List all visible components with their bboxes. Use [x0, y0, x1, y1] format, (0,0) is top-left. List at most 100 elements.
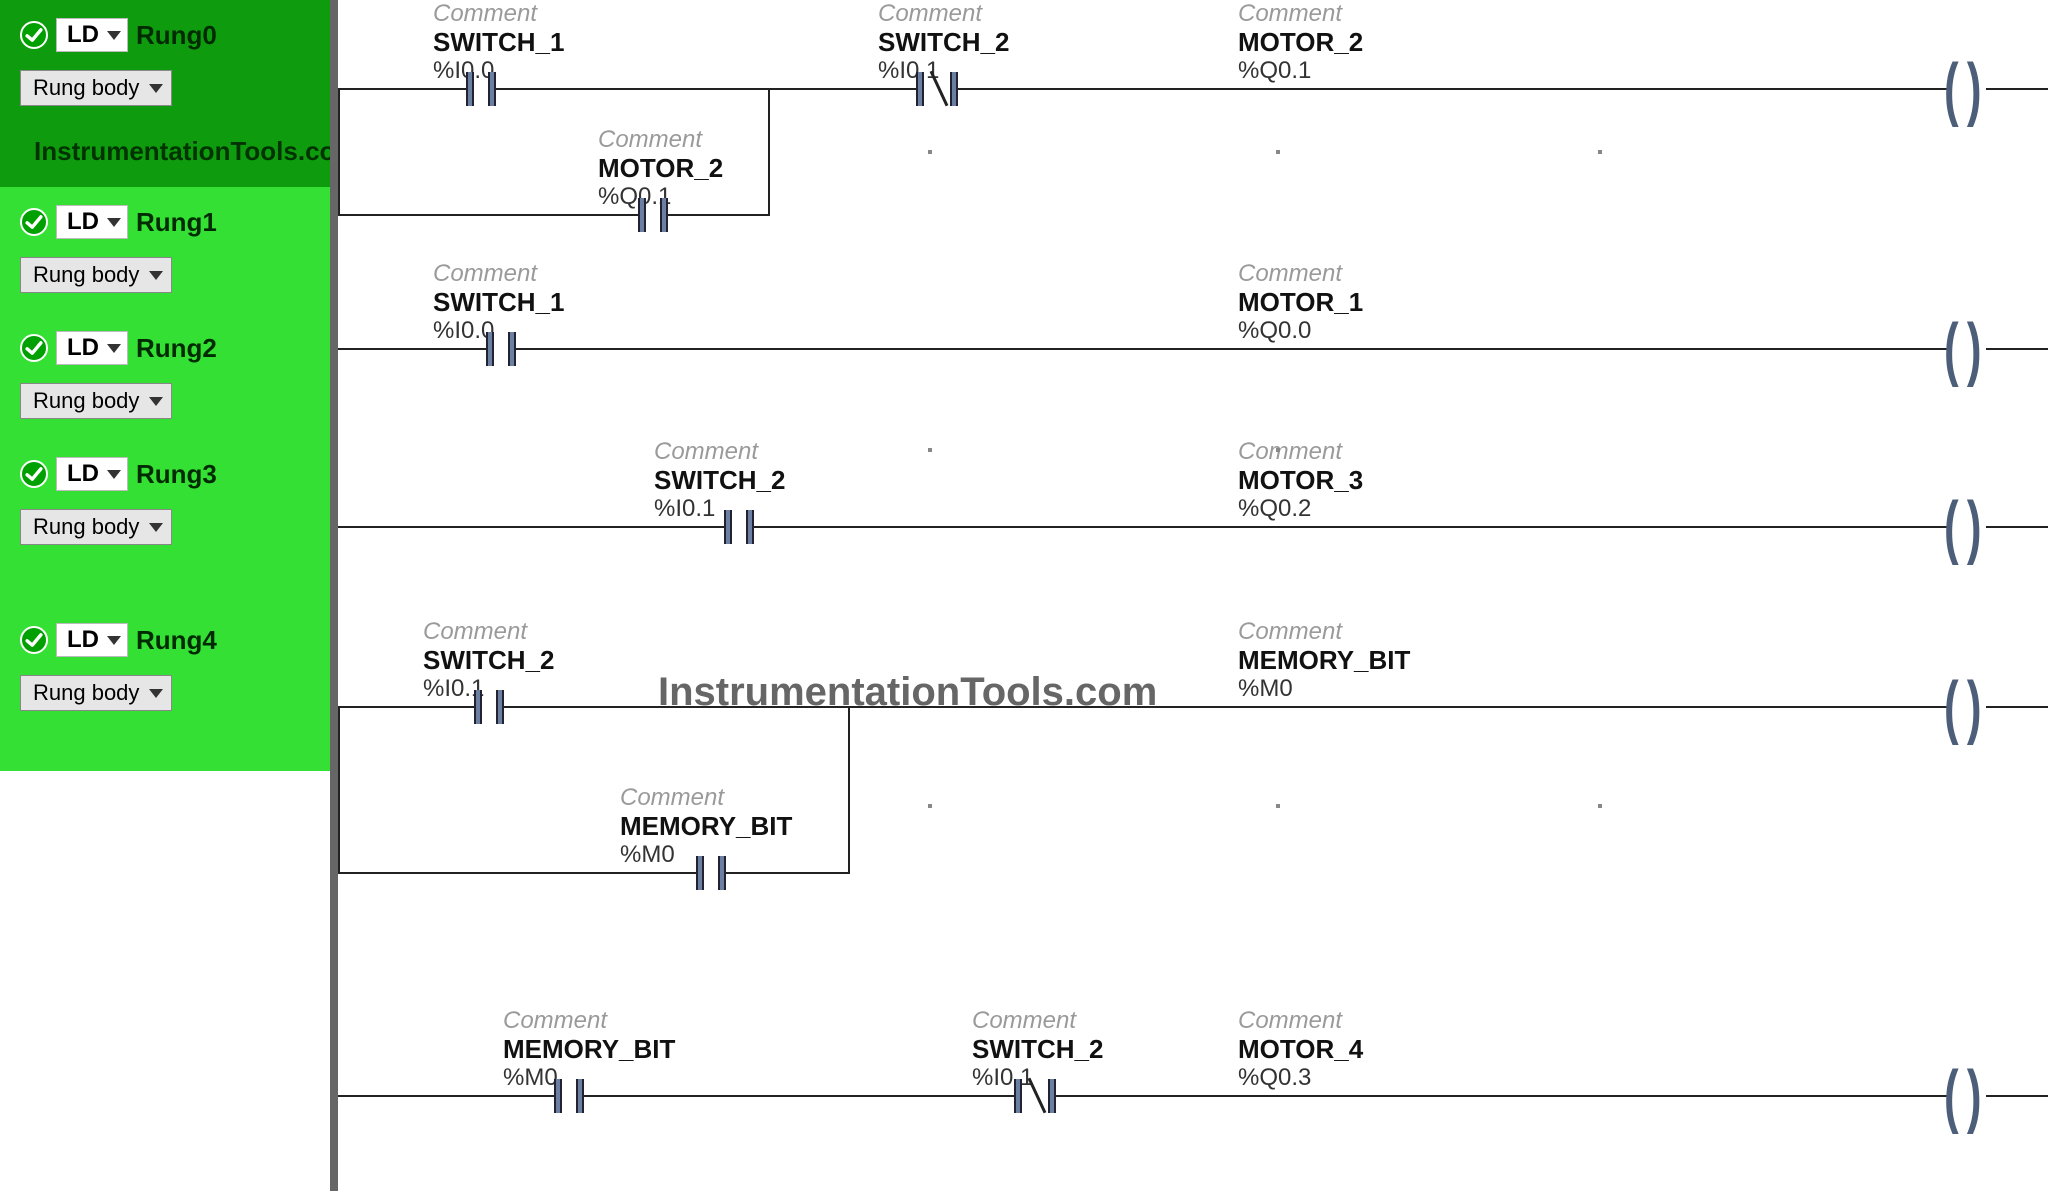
- rung-body-label: Rung body: [33, 262, 139, 288]
- rung-block-2: LD Rung2 Rung body: [0, 313, 330, 439]
- contact-no-icon[interactable]: [488, 72, 496, 106]
- element-address: %Q0.2: [1238, 495, 1363, 523]
- contact-no-icon[interactable]: [554, 1079, 562, 1113]
- grid-dot: [1276, 804, 1280, 808]
- element-address: %M0: [1238, 675, 1410, 703]
- rung-block-0: LD Rung0 Rung body InstrumentationTools.…: [0, 0, 330, 187]
- r2-sw2-labels: Comment SWITCH_2 %I0.1: [654, 438, 785, 523]
- chevron-down-icon: [107, 470, 121, 479]
- element-address: %Q0.0: [1238, 317, 1363, 345]
- grid-dot: [1598, 150, 1602, 154]
- contact-no-icon[interactable]: [660, 198, 668, 232]
- comment-label: Comment: [598, 126, 723, 154]
- rung-body-dropdown[interactable]: Rung body: [20, 70, 172, 106]
- r4-mem-labels: Comment MEMORY_BIT %M0: [503, 1007, 675, 1092]
- rung0-rail-right: [1986, 88, 2048, 90]
- chevron-down-icon: [149, 271, 163, 280]
- contact-no-icon[interactable]: [486, 332, 494, 366]
- grid-dot: [928, 448, 932, 452]
- language-dropdown[interactable]: LD: [56, 18, 128, 52]
- r1-m1-labels: Comment MOTOR_1 %Q0.0: [1238, 260, 1363, 345]
- r2-m3-labels: Comment MOTOR_3 %Q0.2: [1238, 438, 1363, 523]
- rung-ok-icon: [20, 208, 48, 236]
- comment-label: Comment: [1238, 438, 1363, 466]
- rung2-rail: [338, 526, 1948, 528]
- r3-sw2-labels: Comment SWITCH_2 %I0.1: [423, 618, 554, 703]
- contact-no-icon[interactable]: [508, 332, 516, 366]
- comment-label: Comment: [503, 1007, 675, 1035]
- language-label: LD: [67, 626, 99, 654]
- language-dropdown[interactable]: LD: [56, 205, 128, 239]
- rung3-rail-right: [1986, 706, 2048, 708]
- comment-label: Comment: [423, 618, 554, 646]
- contact-gap: [732, 516, 746, 538]
- contact-no-icon[interactable]: [746, 510, 754, 544]
- comment-label: Comment: [1238, 1007, 1363, 1035]
- contact-nc-icon[interactable]: [1048, 1079, 1056, 1113]
- comment-label: Comment: [620, 784, 792, 812]
- element-name: MEMORY_BIT: [1238, 646, 1410, 676]
- branch-line: [338, 88, 340, 216]
- rung-ok-icon: [20, 460, 48, 488]
- contact-gap: [474, 78, 488, 100]
- r1-sw1-labels: Comment SWITCH_1 %I0.0: [433, 260, 564, 345]
- contact-nc-icon[interactable]: [1014, 1079, 1022, 1113]
- rung4-rail-right: [1986, 1095, 2048, 1097]
- branch-line: [768, 88, 770, 216]
- rung-name: Rung0: [136, 20, 217, 51]
- contact-no-icon[interactable]: [696, 856, 704, 890]
- contact-no-icon[interactable]: [474, 690, 482, 724]
- rung2-rail-right: [1986, 526, 2048, 528]
- rung-name: Rung3: [136, 459, 217, 490]
- chevron-down-icon: [107, 636, 121, 645]
- language-dropdown[interactable]: LD: [56, 457, 128, 491]
- contact-gap: [646, 204, 660, 226]
- contact-gap: [562, 1085, 576, 1107]
- grid-dot: [1276, 448, 1280, 452]
- rung-body-label: Rung body: [33, 514, 139, 540]
- comment-label: Comment: [433, 0, 564, 28]
- contact-no-icon[interactable]: [724, 510, 732, 544]
- contact-no-icon[interactable]: [576, 1079, 584, 1113]
- element-address: %Q0.3: [1238, 1064, 1363, 1092]
- contact-no-icon[interactable]: [638, 198, 646, 232]
- comment-label: Comment: [1238, 260, 1363, 288]
- comment-label: Comment: [654, 438, 785, 466]
- rung-name: Rung4: [136, 625, 217, 656]
- rung3-branch-rail: [338, 872, 848, 874]
- contact-no-icon[interactable]: [496, 690, 504, 724]
- chevron-down-icon: [107, 344, 121, 353]
- diagram-watermark: InstrumentationTools.com: [658, 670, 1157, 715]
- language-dropdown[interactable]: LD: [56, 623, 128, 657]
- r0-sw2-labels: Comment SWITCH_2 %I0.1: [878, 0, 1009, 85]
- rung-name: Rung2: [136, 333, 217, 364]
- rung-body-dropdown[interactable]: Rung body: [20, 257, 172, 293]
- app-root: LD Rung0 Rung body InstrumentationTools.…: [0, 0, 2048, 1191]
- contact-nc-icon[interactable]: [950, 72, 958, 106]
- rung-body-dropdown[interactable]: Rung body: [20, 383, 172, 419]
- element-name: SWITCH_1: [433, 288, 564, 318]
- rung-ok-icon: [20, 334, 48, 362]
- element-address: %Q0.1: [1238, 57, 1363, 85]
- contact-no-icon[interactable]: [466, 72, 474, 106]
- element-name: MEMORY_BIT: [620, 812, 792, 842]
- r3-branch-labels: Comment MEMORY_BIT %M0: [620, 784, 792, 869]
- rung-ok-icon: [20, 626, 48, 654]
- chevron-down-icon: [107, 31, 121, 40]
- element-address: %I0.1: [654, 495, 785, 523]
- element-name: SWITCH_2: [972, 1035, 1103, 1065]
- element-name: MOTOR_2: [598, 154, 723, 184]
- rung1-rail-right: [1986, 348, 2048, 350]
- grid-dot: [1598, 804, 1602, 808]
- rung-body-dropdown[interactable]: Rung body: [20, 675, 172, 711]
- rung-body-dropdown[interactable]: Rung body: [20, 509, 172, 545]
- element-name: SWITCH_2: [423, 646, 554, 676]
- element-name: MOTOR_4: [1238, 1035, 1363, 1065]
- rung-sidebar: LD Rung0 Rung body InstrumentationTools.…: [0, 0, 330, 1191]
- element-name: SWITCH_2: [654, 466, 785, 496]
- contact-no-icon[interactable]: [718, 856, 726, 890]
- contact-nc-icon[interactable]: [916, 72, 924, 106]
- comment-label: Comment: [878, 0, 1009, 28]
- language-dropdown[interactable]: LD: [56, 331, 128, 365]
- grid-dot: [1276, 150, 1280, 154]
